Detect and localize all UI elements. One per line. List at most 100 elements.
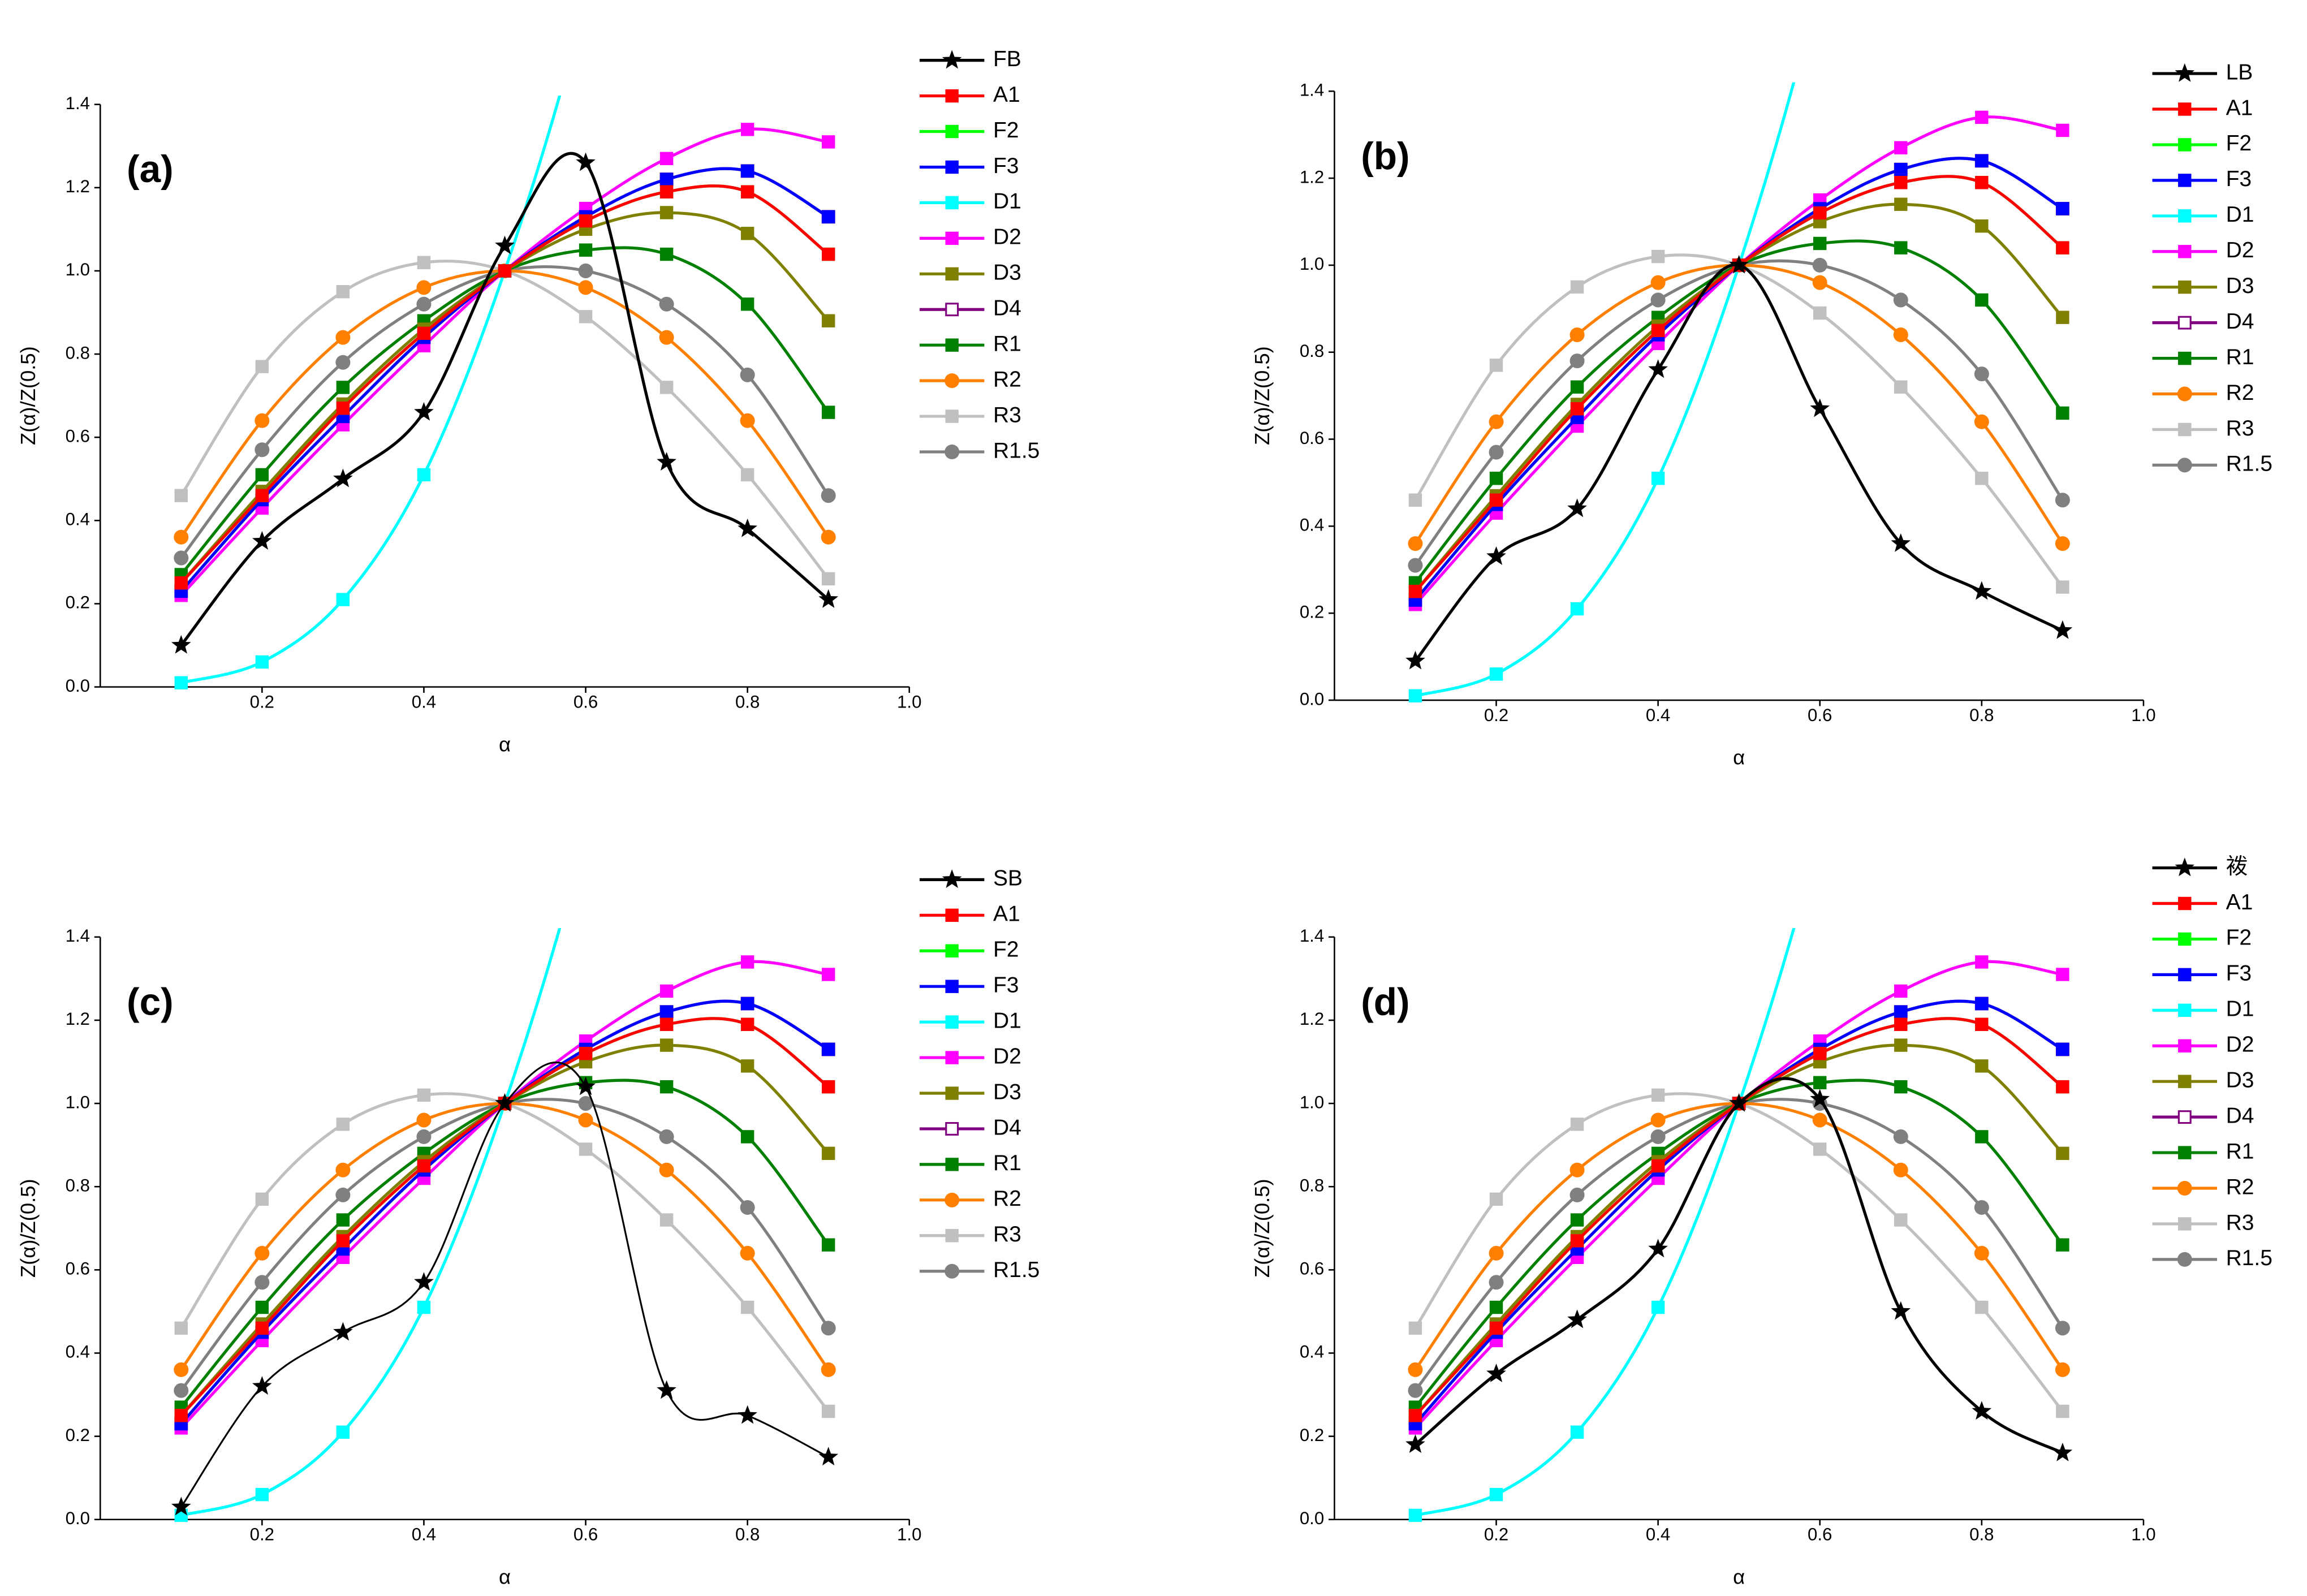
legend-label: D1 — [2226, 202, 2254, 227]
series-line — [1414, 1017, 2064, 1417]
y-tick-label: 0.8 — [66, 343, 90, 363]
marker — [1408, 1409, 1422, 1422]
marker — [945, 1192, 960, 1207]
marker — [1810, 398, 1830, 417]
x-tick-label: 0.6 — [1808, 705, 1832, 725]
marker — [1486, 1364, 1506, 1382]
marker — [1408, 558, 1423, 573]
legend-label: D3 — [2226, 1068, 2254, 1093]
marker — [336, 402, 350, 415]
marker — [1975, 110, 1989, 124]
marker — [659, 1038, 674, 1052]
y-tick-label: 1.0 — [1300, 1092, 1324, 1112]
series-line — [1414, 1017, 2064, 1417]
marker — [2178, 138, 2192, 152]
x-tick-label: 0.8 — [1969, 1525, 1994, 1545]
y-tick-label: 1.2 — [1300, 167, 1324, 187]
x-tick-label: 0.2 — [250, 1525, 274, 1545]
marker — [414, 402, 434, 421]
series — [1405, 255, 2073, 670]
marker — [1894, 162, 1908, 176]
marker — [1648, 359, 1668, 378]
marker — [740, 1059, 754, 1073]
series — [1408, 1096, 2070, 1377]
marker — [1810, 1089, 1830, 1108]
marker — [740, 297, 754, 311]
marker — [1893, 1162, 1908, 1177]
x-tick-label: 1.0 — [2131, 705, 2155, 725]
marker — [255, 1321, 269, 1335]
legend-label: F3 — [2226, 961, 2252, 986]
marker — [1570, 402, 1584, 416]
y-tick-label: 0.4 — [1300, 515, 1324, 535]
series-line — [180, 1017, 830, 1417]
marker — [174, 1383, 189, 1398]
marker — [740, 468, 754, 482]
marker — [2178, 280, 2192, 294]
series-line — [180, 96, 562, 684]
marker — [1651, 472, 1665, 485]
series-line — [1414, 157, 2064, 601]
marker — [1489, 1275, 1504, 1290]
legend-label: D2 — [2226, 238, 2254, 262]
marker — [417, 1300, 431, 1314]
marker — [821, 1362, 836, 1377]
marker — [2178, 174, 2192, 187]
marker — [1408, 1321, 1422, 1335]
marker — [171, 635, 191, 654]
marker — [1975, 1059, 1989, 1073]
x-tick-label: 1.0 — [897, 1525, 921, 1545]
marker — [740, 1245, 755, 1261]
series — [1408, 82, 1796, 703]
series-line — [180, 1098, 830, 1392]
marker — [1894, 1213, 1908, 1227]
marker — [255, 1192, 269, 1206]
y-tick-label: 0.4 — [66, 510, 90, 529]
marker — [498, 264, 512, 278]
marker — [1489, 414, 1504, 429]
x-tick-label: 0.6 — [573, 692, 598, 711]
marker — [174, 489, 188, 502]
series — [1405, 1077, 2073, 1461]
series — [174, 1017, 835, 1422]
y-tick-label: 1.0 — [1300, 254, 1324, 274]
marker — [1408, 1383, 1423, 1398]
marker — [579, 1142, 593, 1156]
marker — [416, 1112, 432, 1128]
marker — [579, 826, 592, 839]
y-tick-label: 0.6 — [1300, 1259, 1324, 1279]
panel-label: (d) — [1361, 981, 1409, 1023]
y-tick-label: 1.0 — [66, 1092, 90, 1112]
marker — [821, 247, 835, 261]
marker — [2056, 1146, 2069, 1161]
marker — [2178, 896, 2192, 911]
marker — [740, 1130, 754, 1144]
legend-label: D3 — [993, 261, 1021, 285]
legend: FB A1 F2 F3 D1 D2 D3 D4 R1 R2 R3 R1.5 — [919, 47, 1040, 463]
legend-label: D4 — [2226, 1103, 2254, 1128]
series — [174, 1076, 835, 1414]
marker — [821, 488, 836, 503]
panel: 0.0 0.2 0.4 0.6 0.8 1.0 1.2 1.4 0.2 0.4 0.6 0.8 1.0 α… — [16, 826, 921, 1588]
y-tick-label: 1.2 — [1300, 1009, 1324, 1029]
marker — [2178, 209, 2192, 223]
legend-label: D1 — [2226, 997, 2254, 1021]
marker — [255, 489, 269, 502]
marker — [1570, 602, 1584, 616]
marker — [495, 235, 515, 255]
marker — [174, 676, 188, 689]
marker — [1893, 1129, 1908, 1144]
marker — [945, 1158, 959, 1171]
legend-label: 袯 — [2226, 855, 2248, 879]
marker — [495, 1093, 515, 1112]
panel: 0.0 0.2 0.4 0.6 0.8 1.0 1.2 1.4 0.2 0.4 0.6 0.8 1.0 α… — [16, 93, 921, 756]
y-tick-label: 0.6 — [1300, 428, 1324, 448]
x-tick-label: 0.6 — [573, 1525, 598, 1545]
y-tick-label: 0.8 — [1300, 1175, 1324, 1195]
series — [1408, 1076, 2069, 1414]
marker — [659, 381, 674, 394]
y-tick-label: 0.2 — [1300, 602, 1324, 622]
marker — [1569, 327, 1585, 342]
marker — [579, 214, 593, 228]
x-tick-label: 0.8 — [735, 692, 760, 711]
